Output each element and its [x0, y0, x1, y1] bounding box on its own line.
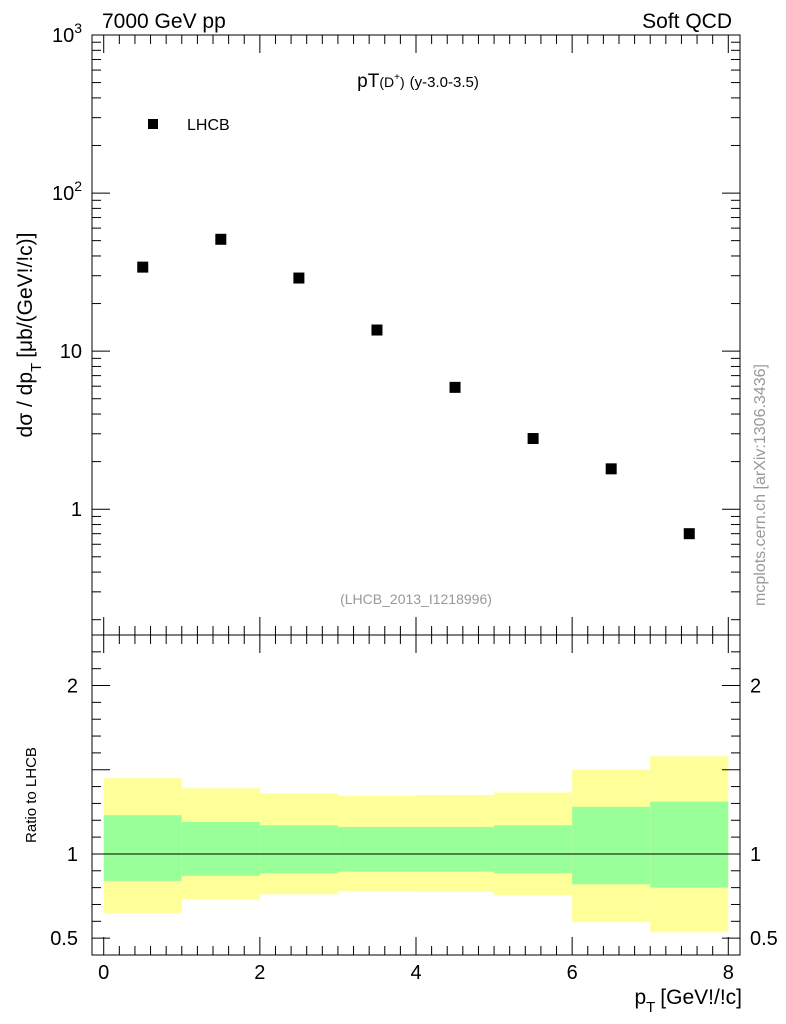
tick-exponent: 2 [74, 178, 82, 194]
xlabel-sub: T [646, 999, 655, 1016]
data-point [293, 272, 305, 284]
ratio-y-tick-label-left: 1 [67, 844, 78, 866]
data-point [527, 433, 539, 445]
main-y-tick-label: 102 [52, 178, 82, 205]
tick-base: 1 [71, 499, 82, 521]
ratio-y-axis-label: Ratio to LHCB [23, 747, 40, 843]
x-tick-label: 0 [98, 962, 109, 984]
title-main: pT [357, 71, 380, 92]
tick-base: 10 [52, 25, 74, 47]
ylabel-units: [μb/(GeV!/!c)] [14, 233, 37, 358]
ylabel-main: dσ / dp [14, 372, 37, 438]
x-axis-label: pT [GeV!/!c] [634, 986, 742, 1016]
ratio-tick-marks [92, 635, 740, 955]
ratio-y-tick-label-left: 0.5 [50, 928, 78, 950]
main-tick-marks [92, 35, 740, 635]
main-y-tick-label: 103 [52, 20, 82, 47]
ratio-inner-band [572, 806, 651, 885]
category-label: Soft QCD [642, 10, 732, 33]
side-source-label: mcplots.cern.ch [arXiv:1306.3436] [752, 364, 769, 606]
ratio-y-tick-label-left: 2 [67, 676, 78, 698]
xlabel-main: p [634, 986, 646, 1009]
data-point [137, 261, 149, 273]
x-tick-labels: 0 2 4 6 8 [98, 962, 734, 984]
tick-exponent: 3 [74, 20, 82, 36]
ratio-y-tick-labels: 2 2 1 1 0.5 0.5 [50, 676, 778, 951]
main-y-tick-label: 1 [71, 499, 82, 521]
data-point [215, 233, 227, 245]
ratio-y-tick-label-right: 1 [750, 844, 761, 866]
energy-label: 7000 GeV pp [102, 10, 226, 33]
data-point [605, 463, 617, 475]
data-point [449, 381, 461, 393]
tick-base: 10 [52, 183, 74, 205]
title-charge: + [394, 72, 400, 83]
data-point [683, 528, 695, 540]
ratio-inner-band [337, 827, 416, 872]
title-close: ) [400, 74, 405, 90]
data-points [137, 233, 695, 540]
ratio-inner-band [650, 801, 729, 888]
ratio-inner-band [103, 815, 182, 881]
x-tick-label: 6 [567, 962, 578, 984]
legend-marker [148, 119, 158, 129]
ylabel-sub: T [28, 363, 45, 372]
data-point [371, 324, 383, 336]
ratio-inner-band [494, 825, 573, 874]
main-y-tick-label: 10 [60, 341, 82, 363]
title-particle: (D [379, 74, 394, 90]
ratio-plot-panel: 2 2 1 1 0.5 0.5 0 2 4 6 8 Ratio to LHCB pT [GeV!/!… [23, 634, 778, 1016]
plot-title: pT(D+) (y-3.0-3.5) [357, 71, 479, 92]
ratio-bands [103, 756, 729, 933]
x-tick-label: 8 [723, 962, 734, 984]
ratio-y-tick-label-right: 0.5 [750, 928, 778, 950]
title-range: (y-3.0-3.5) [410, 74, 479, 91]
tick-base: 10 [60, 341, 82, 363]
x-tick-label: 4 [410, 962, 421, 984]
main-y-axis-label: dσ / dpT [μb/(GeV!/!c)] [14, 233, 45, 438]
ratio-inner-band [259, 825, 338, 874]
ratio-inner-band [416, 827, 495, 872]
xlabel-units: [GeV!/!c] [660, 986, 742, 1009]
analysis-id-watermark: (LHCB_2013_I1218996) [340, 591, 492, 607]
x-tick-label: 2 [254, 962, 265, 984]
ratio-y-tick-label-right: 2 [750, 676, 761, 698]
legend-label: LHCB [187, 117, 230, 134]
ratio-inner-band [181, 821, 260, 876]
